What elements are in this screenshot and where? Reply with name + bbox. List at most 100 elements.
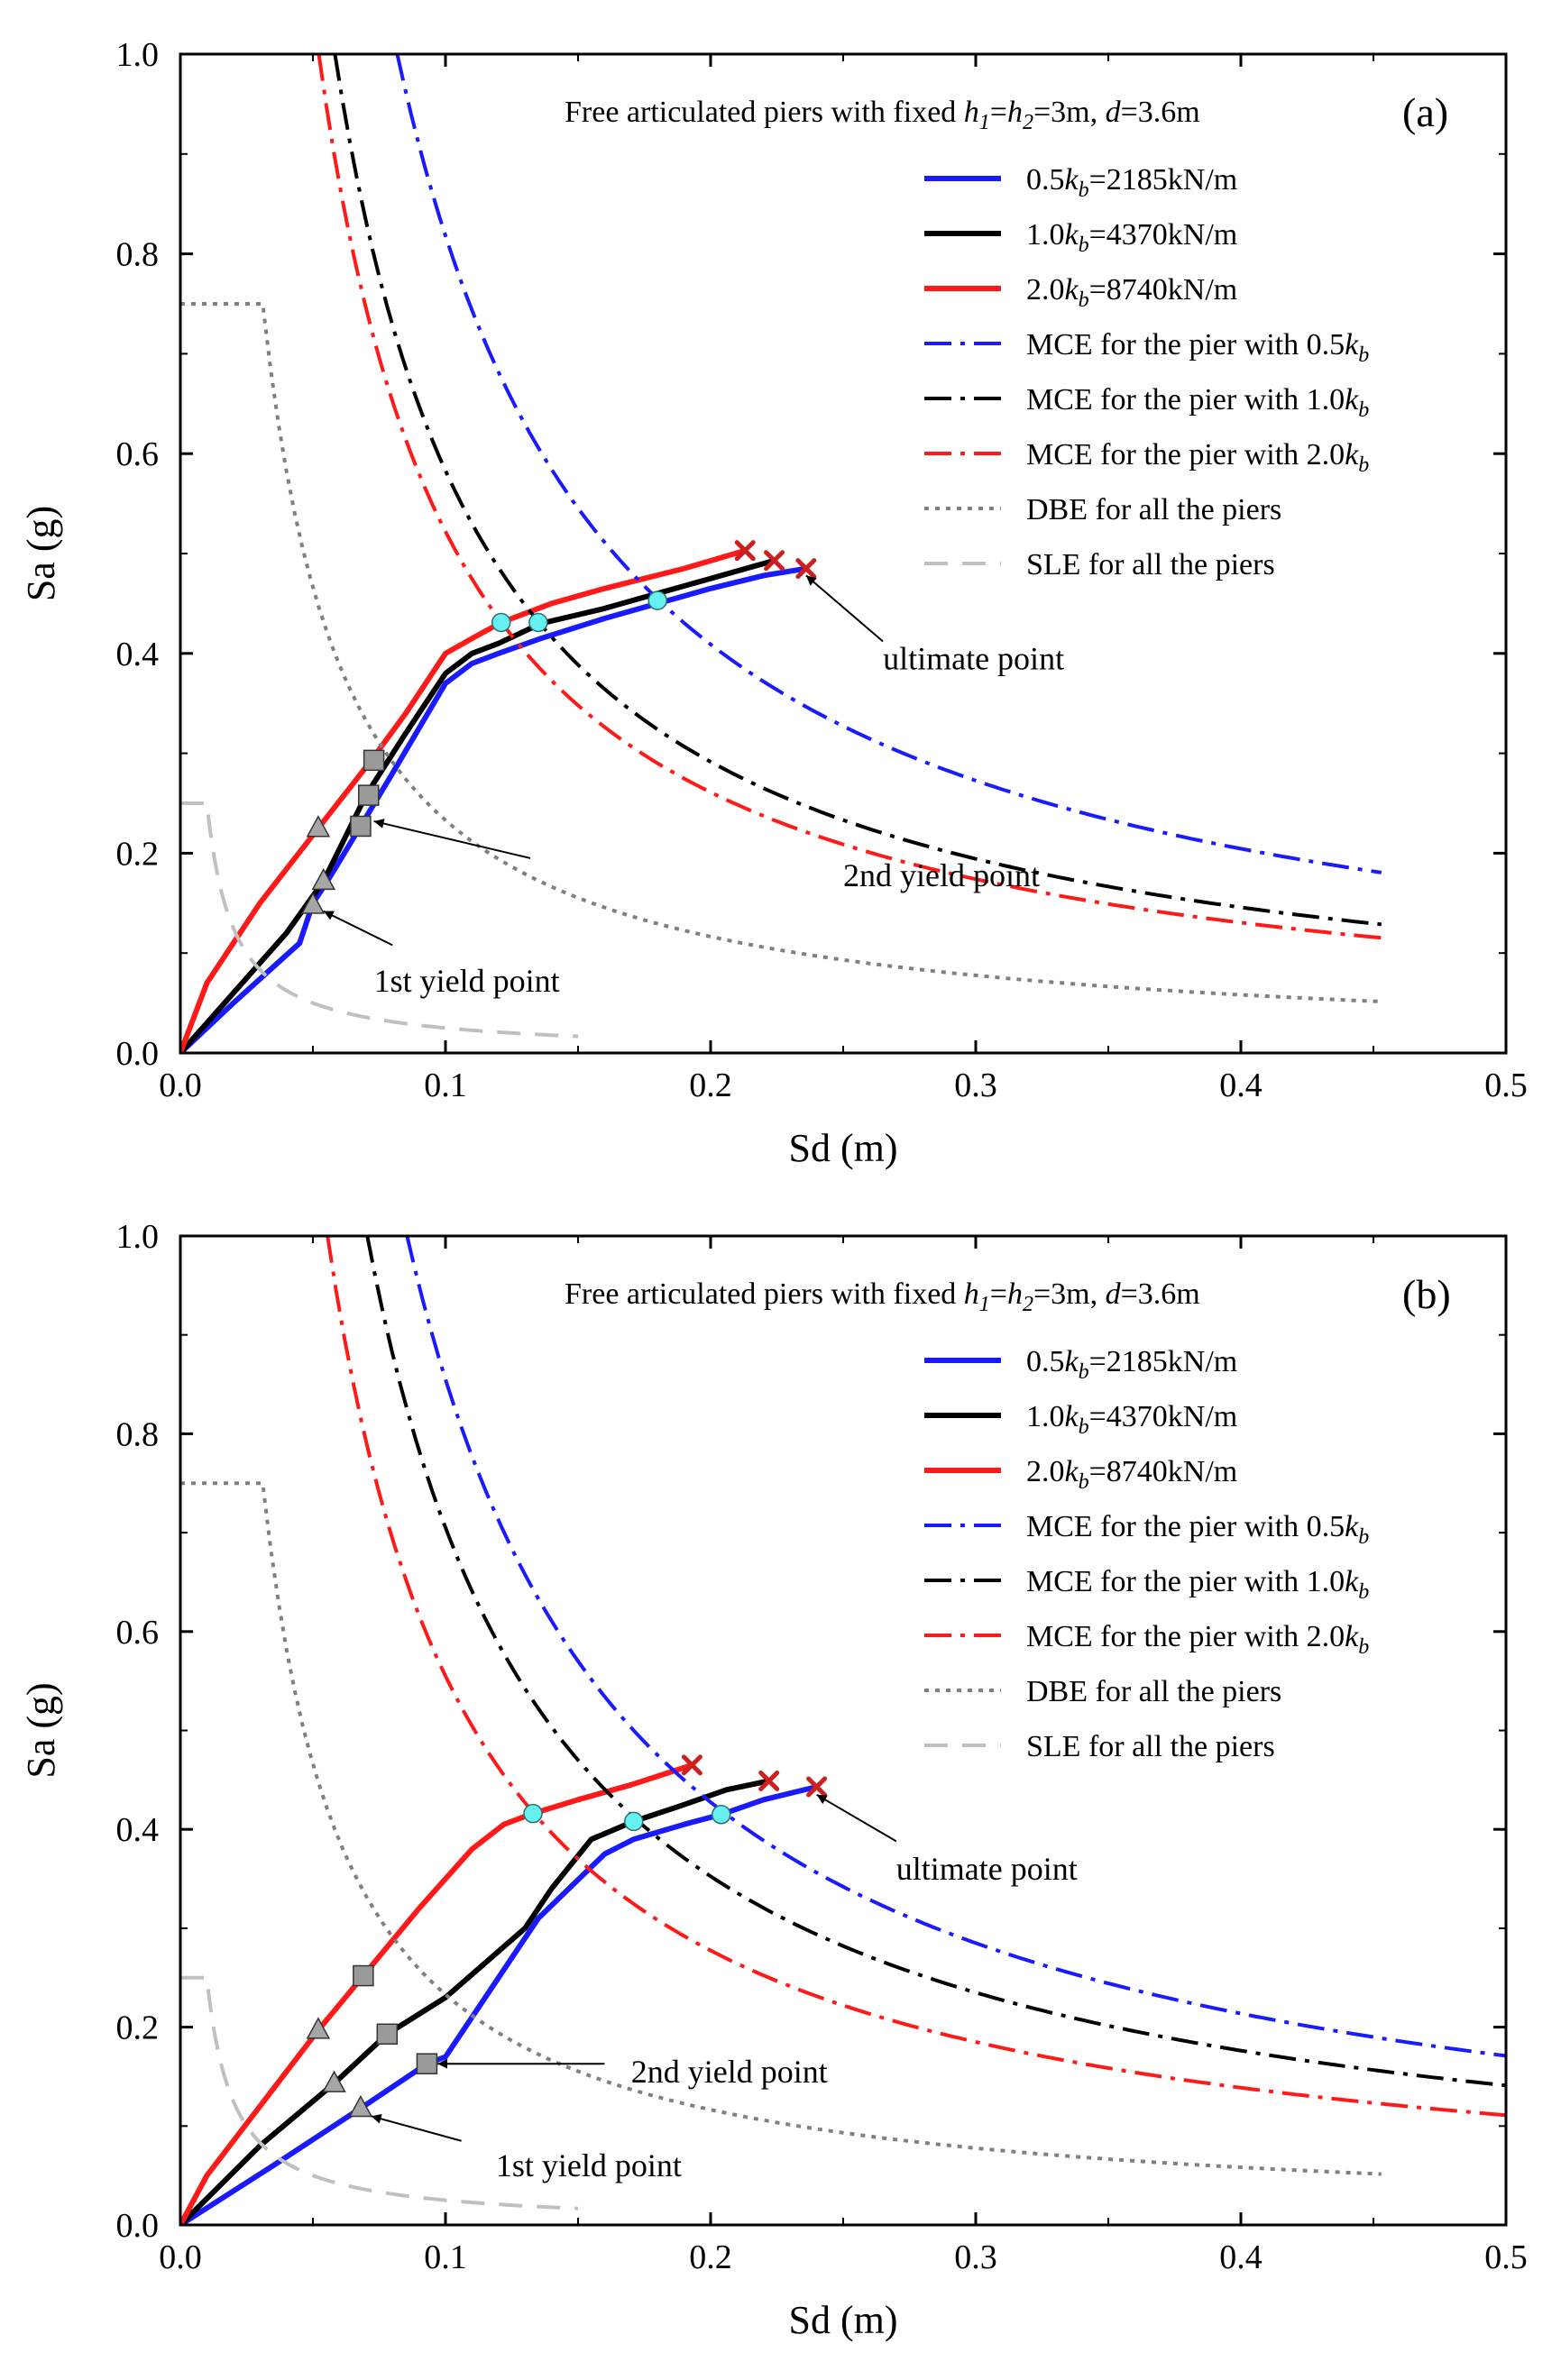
second-yield-square-marker [357,784,380,806]
series-line-4 [395,54,1382,874]
series-line-2 [180,557,776,1053]
legend-label-7: DBE for all the piers [1026,493,1281,526]
annotation-label: ultimate point [896,1851,1078,1887]
ultimate-circle-marker [647,590,667,610]
annotation-label: ultimate point [883,640,1064,676]
annotation-arrow [816,1793,897,1843]
ultimate-circle-marker [528,612,548,633]
second-yield-square-marker [416,2053,438,2074]
annotation-arrow [323,910,393,947]
series-line-4 [405,1236,1506,2058]
legend-label-1: 0.5kb=2185kN/m [1026,1345,1237,1384]
annotation-label: 2nd yield point [843,857,1040,893]
panel-label: (b) [1402,1271,1451,1317]
legend-text: 2.0 [1026,1455,1065,1488]
x-axis-label: Sd (m) [789,2298,898,2342]
legend-post: =4370kN/m [1089,1400,1238,1433]
first-yield-triangle-marker [311,867,336,891]
second-yield-square-marker [353,1964,374,1987]
legend-text: 1.0 [1026,218,1065,252]
chart-title: Free articulated piers with fixed h1=h2=… [565,96,1200,134]
legend-post: =8740kN/m [1089,273,1238,307]
legend-k: k [1345,1620,1359,1653]
legend-k: k [1065,1455,1079,1488]
first-yield-triangle-marker [348,2094,373,2118]
x-axis-label: Sd (m) [789,1126,898,1170]
legend-sub: b [1079,1470,1089,1494]
panel-a: 0.0 0.1 0.2 0.3 0.4 0.5 0.0 0.2 0.4 0.6 0.8 1.0 Sd (… [19,36,1528,1170]
legend-label-3: 2.0kb=8740kN/m [1026,273,1237,312]
ultimate-cross-marker [795,558,817,580]
ultimate-circle-marker [712,1804,731,1825]
y-tick-label: 0.4 [116,1811,160,1849]
annotation-arrow [371,2113,462,2142]
series-line-3 [180,1762,693,2225]
first-yield-triangle-marker [322,2070,346,2092]
first-yield-triangle-marker [306,815,331,838]
x-tick-label: 0.0 [159,2238,202,2276]
legend-k: k [1065,163,1079,197]
legend-text: MCE for the pier with 2.0 [1026,1620,1345,1653]
legend-sub: b [1079,178,1089,202]
title-eq1: = [990,96,1007,129]
legend-sub: b [1358,398,1369,422]
title-sub1: 1 [979,1293,990,1316]
first-yield-triangle-marker [300,892,326,914]
x-tick-label: 0.5 [1484,2238,1528,2276]
series-line-7 [180,302,1382,1003]
title-sub2: 2 [1023,111,1033,134]
legend-label-6: MCE for the pier with 2.0kb [1026,438,1369,477]
y-tick-label: 0.2 [116,2009,160,2047]
legend-label-7: DBE for all the piers [1026,1675,1281,1708]
legend-label-6: MCE for the pier with 2.0kb [1026,1620,1369,1659]
ultimate-cross-marker [764,550,785,572]
legend-text: MCE for the pier with 0.5 [1026,328,1345,362]
title-d: d [1106,96,1122,129]
y-axis-label: Sa (g) [19,506,63,601]
legend-k: k [1345,1510,1359,1543]
title-eq2: =3m, [1033,96,1106,129]
title-h2: h [1007,1277,1023,1311]
legend-sub: b [1079,233,1089,257]
y-tick-label: 1.0 [116,1218,160,1256]
y-tick-label: 1.0 [116,36,160,74]
series-line-5 [365,1236,1506,2088]
legend-post: =2185kN/m [1089,163,1238,197]
legend-label-5: MCE for the pier with 1.0kb [1026,1565,1369,1604]
legend-k: k [1065,1400,1079,1433]
legend-sub: b [1358,1580,1369,1604]
legend-label-2: 1.0kb=4370kN/m [1026,1400,1237,1439]
ultimate-circle-marker [623,1811,644,1832]
y-axis-label: Sa (g) [19,1682,63,1778]
legend-text: MCE for the pier with 1.0 [1026,1565,1345,1598]
x-tick-label: 0.4 [1219,2238,1263,2276]
legend-k: k [1065,273,1079,307]
title-h1: h [964,1277,979,1311]
title-eq2: =3m, [1033,1277,1106,1311]
legend-label-4: MCE for the pier with 0.5kb [1026,1510,1369,1549]
legend-sub: b [1358,453,1369,477]
series-line-8 [180,801,579,1039]
y-tick-label: 0.4 [116,636,160,673]
y-tick-label: 0.0 [116,1035,160,1073]
legend-label-3: 2.0kb=8740kN/m [1026,1455,1237,1494]
legend-text: 0.5 [1026,1345,1065,1378]
legend-text: 0.5 [1026,163,1065,197]
legend-sub: b [1079,288,1089,312]
x-tick-label: 0.4 [1219,1066,1263,1104]
title-eq1: = [990,1277,1007,1311]
legend-text: SLE for all the piers [1026,548,1275,581]
second-yield-square-marker [376,2023,399,2046]
title-lead: Free articulated piers with fixed [565,1277,964,1311]
ultimate-circle-marker [491,612,511,633]
legend-text: 2.0 [1026,273,1065,307]
second-yield-square-marker [350,815,372,838]
title-lead: Free articulated piers with fixed [565,96,964,129]
ultimate-circle-marker [523,1803,543,1824]
legend-k: k [1345,383,1359,416]
legend-sub: b [1079,1360,1089,1384]
legend-post: =4370kN/m [1089,218,1238,252]
x-tick-label: 0.2 [689,1066,732,1104]
plot-area [180,1236,1506,2225]
legend-k: k [1345,438,1359,471]
